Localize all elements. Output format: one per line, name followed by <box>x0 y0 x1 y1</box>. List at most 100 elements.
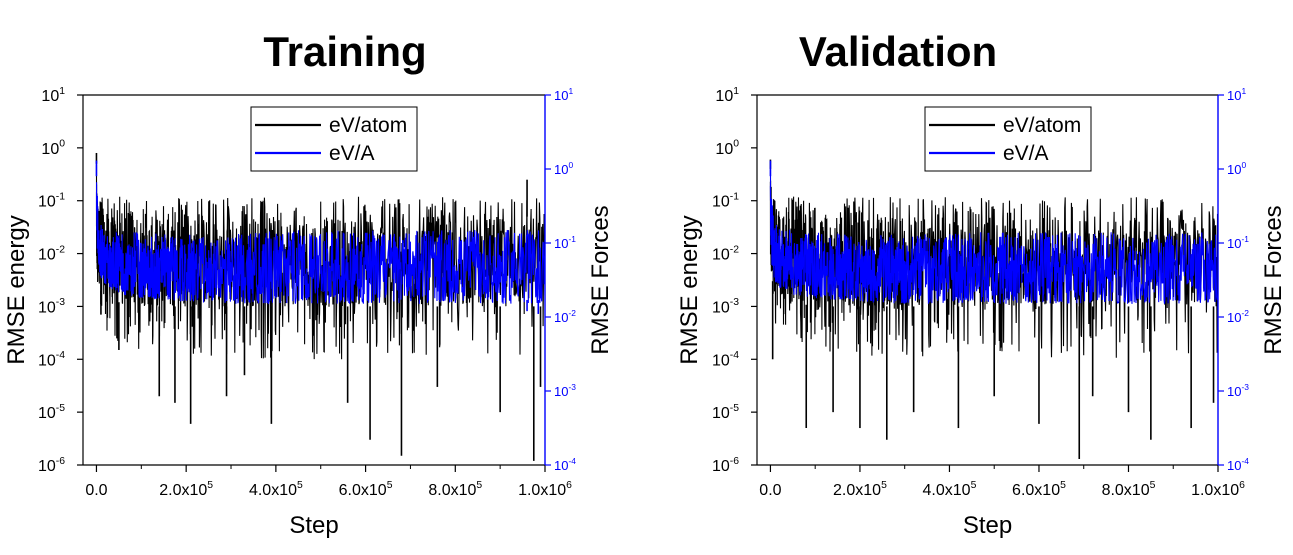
y2-axis-label: RMSE Forces <box>1260 205 1287 354</box>
x-tick-label-base: 0.0 <box>85 482 107 499</box>
series-energy <box>769 159 1218 459</box>
y2-tick-label-base: 10 <box>554 384 568 399</box>
y-tick-label-exp: -2 <box>730 244 739 255</box>
y-tick-label: 10-5 <box>712 403 739 422</box>
y2-tick-label-base: 10 <box>1227 88 1241 103</box>
y-tick-label-base: 10 <box>41 141 59 158</box>
x-tick-label: 4.0x105 <box>249 480 303 499</box>
y-tick-label-exp: -4 <box>56 350 65 361</box>
legend-label: eV/atom <box>1003 114 1081 137</box>
x-tick-label-exp: 5 <box>476 480 482 491</box>
y-tick-label-exp: -5 <box>730 403 739 414</box>
y-tick-label-exp: 1 <box>59 86 65 97</box>
x-tick-label: 2.0x105 <box>159 480 213 499</box>
y-tick-label-exp: -2 <box>56 244 65 255</box>
chart-title: Training <box>263 28 426 75</box>
legend-label: eV/A <box>1003 142 1049 165</box>
x-tick-label: 8.0x105 <box>1102 480 1156 499</box>
y2-tick-label-exp: -4 <box>568 456 576 466</box>
y-tick-label-base: 10 <box>712 352 730 369</box>
y2-tick-label: 100 <box>1227 160 1246 177</box>
y2-tick-label-exp: -1 <box>568 234 576 244</box>
y2-tick-label-base: 10 <box>1227 162 1241 177</box>
y-tick-label: 101 <box>41 86 65 105</box>
x-tick-label-exp: 5 <box>297 480 303 491</box>
x-axis-label: Step <box>963 512 1012 539</box>
x-tick-label: 0.0 <box>85 482 107 499</box>
y2-tick-label-exp: -2 <box>568 308 576 318</box>
x-tick-label-base: 2.0x10 <box>833 482 881 499</box>
y2-tick-label-exp: 1 <box>1241 86 1246 96</box>
legend-box <box>250 106 418 172</box>
y2-tick-label: 10-3 <box>554 382 576 399</box>
y-tick-label-base: 10 <box>38 352 56 369</box>
y-tick-label-exp: -5 <box>56 403 65 414</box>
y2-tick-label-base: 10 <box>554 458 568 473</box>
x-tick-label: 8.0x105 <box>428 480 482 499</box>
y2-tick-label: 10-4 <box>554 456 576 473</box>
x-tick-label: 0.0 <box>759 482 781 499</box>
y-tick-label: 100 <box>715 139 739 158</box>
y-tick-label-exp: -6 <box>730 456 739 467</box>
y-tick-label: 10-6 <box>712 456 739 475</box>
y-tick-label-base: 10 <box>38 405 56 422</box>
y-tick-label: 10-2 <box>712 244 739 263</box>
x-tick-label: 4.0x105 <box>923 480 977 499</box>
x-tick-label: 1.0x106 <box>1191 480 1245 499</box>
x-tick-label-base: 6.0x10 <box>339 482 387 499</box>
legend: eV/atom eV/A <box>250 106 418 172</box>
legend-box <box>924 106 1092 172</box>
x-tick-label-base: 8.0x10 <box>428 482 476 499</box>
x-tick-label-exp: 5 <box>1060 480 1066 491</box>
y2-tick-label-base: 10 <box>1227 236 1241 251</box>
x-tick-label-exp: 5 <box>881 480 887 491</box>
y2-tick-label: 10-2 <box>554 308 576 325</box>
x-tick-label: 1.0x106 <box>518 480 572 499</box>
y-tick-label-exp: -4 <box>730 350 739 361</box>
y-tick-label-exp: -1 <box>56 192 65 203</box>
y-tick-label-base: 10 <box>712 458 730 475</box>
x-tick-label-exp: 6 <box>1239 480 1245 491</box>
y-tick-label-base: 10 <box>38 194 56 211</box>
y-tick-label-exp: -3 <box>730 297 739 308</box>
y-tick-label-exp: -1 <box>730 192 739 203</box>
y2-tick-label-exp: -1 <box>1241 234 1249 244</box>
y2-tick-label-exp: -4 <box>1241 456 1249 466</box>
chart-title: Validation <box>799 28 997 75</box>
y2-tick-label-base: 10 <box>554 310 568 325</box>
y-tick-label: 10-2 <box>38 244 65 263</box>
y2-tick-label-exp: 1 <box>568 86 573 96</box>
y-tick-label-base: 10 <box>715 88 733 105</box>
series-trace <box>95 182 545 305</box>
y-tick-label-exp: 0 <box>733 139 739 150</box>
y-axis-label: RMSE energy <box>676 215 703 364</box>
y-tick-label-base: 10 <box>712 194 730 211</box>
x-tick-label-base: 1.0x10 <box>518 482 566 499</box>
y-tick-label: 10-3 <box>712 297 739 316</box>
y2-axis-label: RMSE Forces <box>587 205 614 354</box>
y2-tick-label: 101 <box>554 86 573 103</box>
x-tick-label: 2.0x105 <box>833 480 887 499</box>
y-tick-label-exp: -6 <box>56 456 65 467</box>
y-tick-label-base: 10 <box>712 247 730 264</box>
y2-tick-label: 10-1 <box>554 234 576 251</box>
x-axis-label: Step <box>289 512 338 539</box>
x-tick-label-base: 8.0x10 <box>1102 482 1150 499</box>
legend-label: eV/atom <box>329 114 407 137</box>
y2-tick-label-exp: -2 <box>1241 308 1249 318</box>
x-tick-label-base: 4.0x10 <box>923 482 971 499</box>
x-tick-label-exp: 5 <box>207 480 213 491</box>
x-tick-label-exp: 5 <box>1150 480 1156 491</box>
x-tick-label-base: 2.0x10 <box>159 482 207 499</box>
y2-tick-label: 10-4 <box>1227 456 1249 473</box>
y2-tick-label: 10-1 <box>1227 234 1249 251</box>
y2-tick-label-base: 10 <box>554 88 568 103</box>
x-tick-label: 6.0x105 <box>339 480 393 499</box>
y-tick-label-base: 10 <box>38 247 56 264</box>
y-tick-label: 10-4 <box>38 350 65 369</box>
x-tick-label-base: 1.0x10 <box>1191 482 1239 499</box>
series-forces <box>769 160 1218 305</box>
